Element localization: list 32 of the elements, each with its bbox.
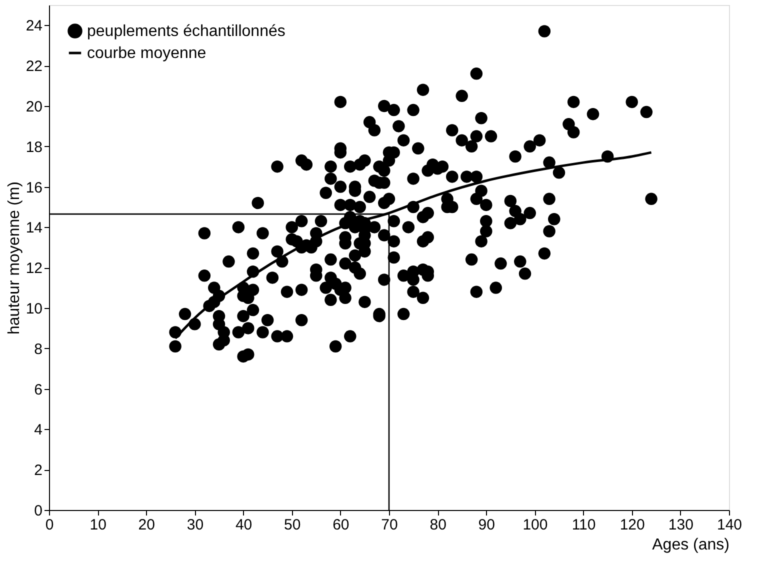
x-tick-label: 0 <box>45 516 54 534</box>
y-tick-label: 16 <box>26 179 42 196</box>
x-tick-label: 140 <box>716 516 742 534</box>
x-tick-label: 90 <box>478 516 495 534</box>
y-tick-label: 6 <box>34 381 42 398</box>
x-tick-label: 20 <box>138 516 155 534</box>
x-tick-label: 50 <box>284 516 301 534</box>
y-tick-label: 20 <box>26 98 42 116</box>
y-tick-label: 10 <box>26 300 42 318</box>
x-tick-label: 100 <box>522 516 548 534</box>
x-tick-label: 30 <box>186 516 204 534</box>
legend-label: courbe moyenne <box>87 45 206 62</box>
x-tick-label: 40 <box>235 516 252 534</box>
x-tick-label: 110 <box>572 516 596 534</box>
x-axis-title: Ages (ans) <box>652 536 730 554</box>
y-tick-label: 14 <box>26 220 42 237</box>
y-tick-label: 22 <box>26 58 42 76</box>
x-tick-label: 10 <box>90 516 106 534</box>
x-tick-label: 70 <box>381 516 398 534</box>
y-tick-label: 8 <box>34 340 42 358</box>
y-tick-label: 4 <box>34 422 42 439</box>
y-tick-label: 12 <box>26 260 42 278</box>
x-tick-label: 80 <box>430 516 446 534</box>
y-tick-label: 18 <box>26 138 42 156</box>
y-tick-label: 24 <box>26 18 42 35</box>
y-tick-label: 2 <box>34 462 42 480</box>
y-tick-label: 0 <box>34 502 42 520</box>
legend-label: peuplements échantillonnés <box>87 23 286 40</box>
x-tick-label: 60 <box>332 516 350 534</box>
x-tick-label: 120 <box>620 516 645 534</box>
x-tick-label: 130 <box>668 516 694 534</box>
y-axis-title: hauteur moyenne (m) <box>6 182 23 334</box>
